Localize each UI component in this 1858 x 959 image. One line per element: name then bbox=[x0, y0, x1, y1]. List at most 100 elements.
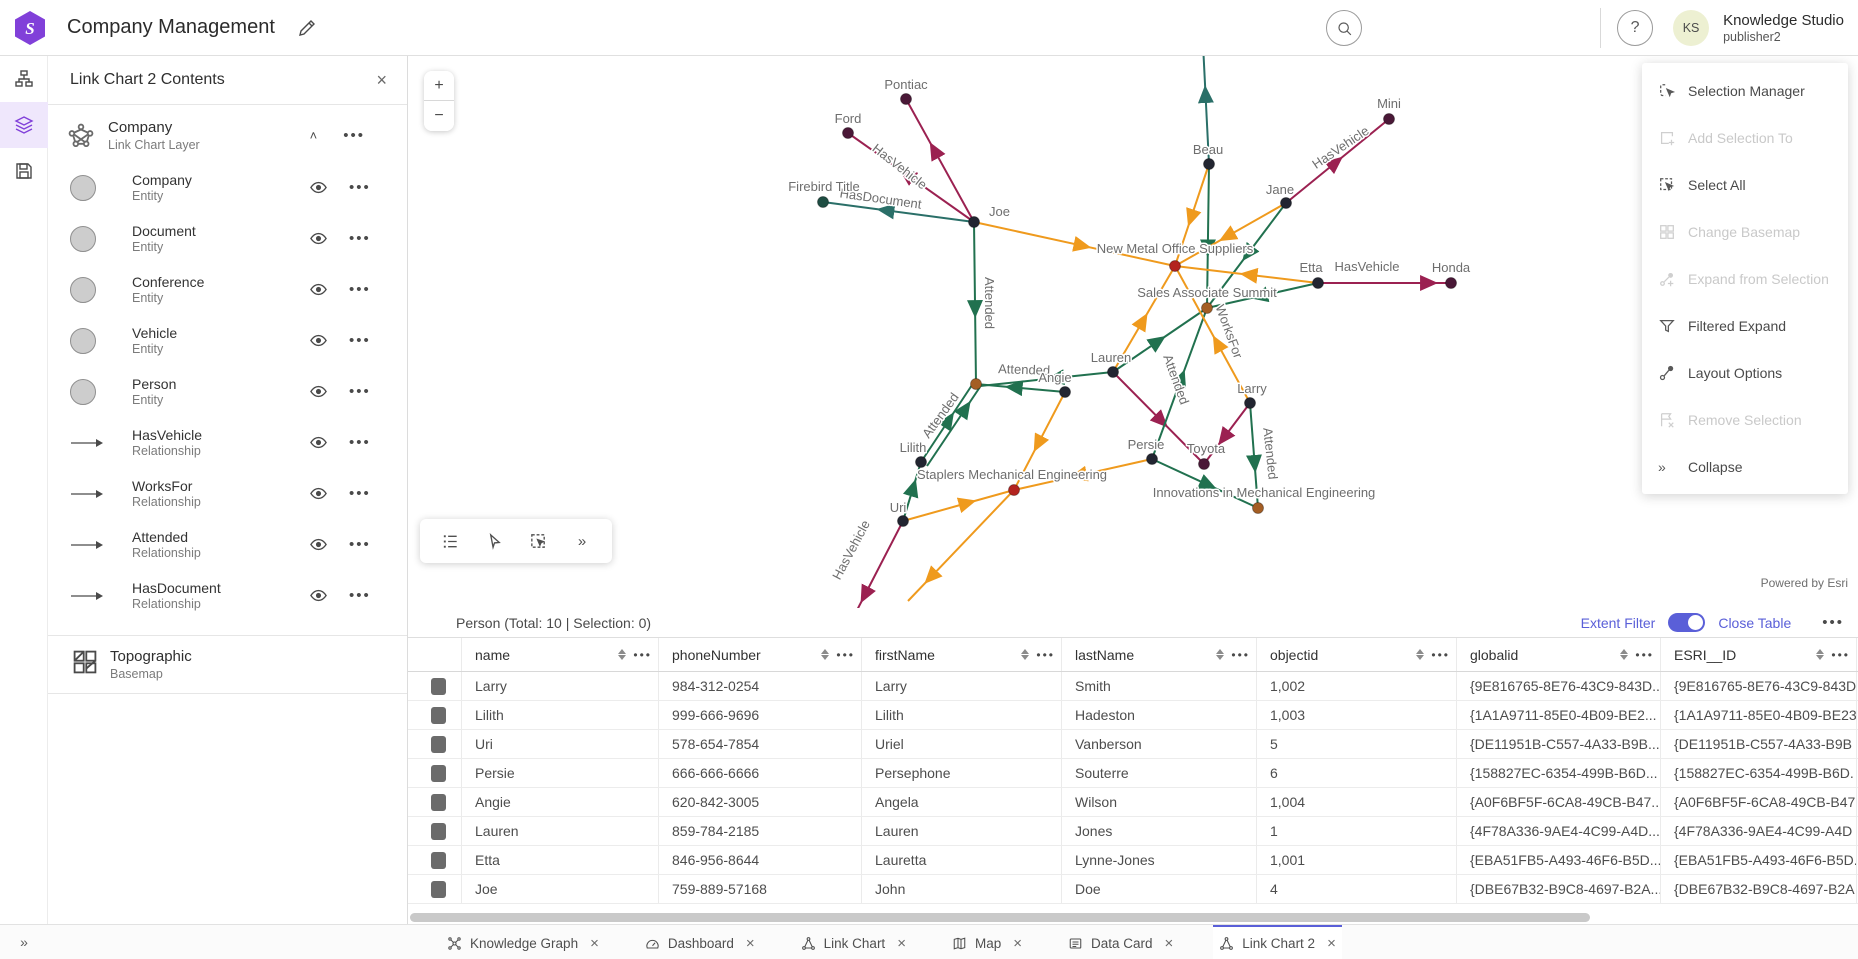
node-conference[interactable] bbox=[970, 378, 982, 390]
layer-menu-button[interactable]: ••• bbox=[349, 383, 371, 400]
edge-worksfor[interactable] bbox=[1174, 265, 1319, 284]
tab-close-button[interactable]: × bbox=[1164, 934, 1174, 952]
sort-icon[interactable] bbox=[1416, 649, 1425, 660]
edge-attended[interactable] bbox=[926, 386, 981, 467]
tab-close-button[interactable]: × bbox=[590, 934, 599, 952]
node-innovations-in-mechanical-engineering[interactable] bbox=[1252, 502, 1264, 514]
zoom-out-button[interactable]: − bbox=[424, 101, 454, 131]
node-lauren[interactable] bbox=[1107, 366, 1119, 378]
node-toyota[interactable] bbox=[1198, 458, 1210, 470]
column-header-firstName[interactable]: firstName ••• bbox=[862, 638, 1062, 671]
node-mini[interactable] bbox=[1383, 113, 1395, 125]
layer-row-conference[interactable]: Conference Entity ••• bbox=[48, 264, 407, 315]
layer-menu-button[interactable]: ••• bbox=[349, 179, 371, 196]
node-jane[interactable] bbox=[1280, 197, 1292, 209]
link-chart-canvas[interactable]: HasVehicle HasDocument Attended Attended Att… bbox=[408, 56, 1858, 608]
sort-icon[interactable] bbox=[1216, 649, 1225, 660]
layer-group-menu-button[interactable]: ••• bbox=[343, 127, 365, 144]
visibility-eye-icon[interactable] bbox=[309, 535, 349, 554]
menu-item-selection-manager[interactable]: Selection Manager bbox=[1642, 67, 1848, 114]
edge-worksfor[interactable] bbox=[1013, 458, 1153, 491]
column-header-ESRI__ID[interactable]: ESRI__ID ••• bbox=[1661, 638, 1857, 671]
visibility-eye-icon[interactable] bbox=[309, 280, 349, 299]
toolbar-chevrons-right-icon[interactable]: » bbox=[577, 532, 587, 550]
menu-item-collapse[interactable]: » Collapse bbox=[1642, 443, 1848, 490]
row-checkbox[interactable] bbox=[408, 672, 462, 700]
extent-filter-toggle[interactable] bbox=[1668, 613, 1706, 632]
help-button[interactable]: ? bbox=[1617, 10, 1654, 46]
edge-worksfor[interactable] bbox=[1174, 265, 1251, 404]
edge-worksfor[interactable] bbox=[902, 489, 1015, 522]
column-header-phoneNumber[interactable]: phoneNumber ••• bbox=[659, 638, 862, 671]
avatar[interactable]: KS bbox=[1673, 10, 1710, 46]
node-staplers-mechanical-engineering[interactable] bbox=[1008, 484, 1020, 496]
column-menu-button[interactable]: ••• bbox=[633, 647, 652, 662]
edge-worksfor[interactable] bbox=[1174, 163, 1210, 267]
collapse-rail-button[interactable]: » bbox=[20, 934, 28, 950]
tab-link-chart-2[interactable]: Link Chart 2 × bbox=[1213, 925, 1342, 959]
visibility-eye-icon[interactable] bbox=[309, 229, 349, 248]
edge-worksfor[interactable] bbox=[1112, 265, 1176, 373]
visibility-eye-icon[interactable] bbox=[309, 433, 349, 452]
layer-row-person[interactable]: Person Entity ••• bbox=[48, 366, 407, 417]
table-row[interactable]: Lilith 999-666-9696 Lilith Hadeston 1,003 {1A… bbox=[408, 701, 1858, 730]
layer-row-worksfor[interactable]: WorksFor Relationship ••• bbox=[48, 468, 407, 519]
column-header-lastName[interactable]: lastName ••• bbox=[1062, 638, 1257, 671]
visibility-eye-icon[interactable] bbox=[309, 382, 349, 401]
edge-worksfor[interactable] bbox=[1174, 202, 1287, 267]
visibility-eye-icon[interactable] bbox=[309, 331, 349, 350]
edge-worksfor[interactable] bbox=[973, 221, 1176, 267]
table-row[interactable]: Persie 666-666-6666 Persephone Souterre 6 {15… bbox=[408, 759, 1858, 788]
edge-hasvehicle[interactable] bbox=[1203, 402, 1251, 465]
edge-attended[interactable] bbox=[1206, 282, 1319, 309]
menu-item-select-all[interactable]: Select All bbox=[1642, 161, 1848, 208]
edit-title-button[interactable] bbox=[297, 18, 317, 38]
tab-close-button[interactable]: × bbox=[1013, 934, 1022, 952]
tab-close-button[interactable]: × bbox=[1327, 934, 1336, 952]
edge-hasdocument[interactable] bbox=[822, 201, 975, 223]
extent-filter-label[interactable]: Extent Filter bbox=[1580, 614, 1656, 631]
rail-item-tree[interactable] bbox=[0, 56, 48, 102]
node-sales-associate-summit[interactable] bbox=[1201, 302, 1213, 314]
node-uri[interactable] bbox=[897, 515, 909, 527]
column-menu-button[interactable]: ••• bbox=[836, 647, 855, 662]
edge-worksfor[interactable] bbox=[907, 489, 1015, 602]
rail-item-layers[interactable] bbox=[0, 102, 48, 148]
sort-icon[interactable] bbox=[618, 649, 627, 660]
edge-attended[interactable] bbox=[1206, 202, 1287, 309]
row-checkbox[interactable] bbox=[408, 817, 462, 845]
layer-row-document[interactable]: Document Entity ••• bbox=[48, 213, 407, 264]
layer-group-row[interactable]: Company Link Chart Layer ˄︎ ••• bbox=[48, 105, 407, 162]
node-larry[interactable] bbox=[1244, 397, 1256, 409]
menu-item-layout-options[interactable]: Layout Options bbox=[1642, 349, 1848, 396]
layer-row-vehicle[interactable]: Vehicle Entity ••• bbox=[48, 315, 407, 366]
row-checkbox[interactable] bbox=[408, 846, 462, 874]
row-checkbox[interactable] bbox=[408, 701, 462, 729]
edge-hasvehicle[interactable] bbox=[854, 520, 904, 608]
collapse-group-button[interactable]: ˄︎ bbox=[309, 128, 318, 143]
table-row[interactable]: Larry 984-312-0254 Larry Smith 1,002 {9E81676… bbox=[408, 672, 1858, 701]
edge-worksfor[interactable] bbox=[1013, 391, 1066, 491]
node-lilith[interactable] bbox=[915, 456, 927, 468]
column-menu-button[interactable]: ••• bbox=[1231, 647, 1250, 662]
table-row[interactable]: Uri 578-654-7854 Uriel Vanberson 5 {DE11951B-… bbox=[408, 730, 1858, 759]
layer-menu-button[interactable]: ••• bbox=[349, 230, 371, 247]
table-row[interactable]: Joe 759-889-57168 John Doe 4 {DBE67B32-B9C8-4… bbox=[408, 875, 1858, 904]
search-button[interactable] bbox=[1326, 10, 1363, 46]
sort-icon[interactable] bbox=[1816, 649, 1825, 660]
edge-hasvehicle[interactable] bbox=[1285, 118, 1390, 204]
node-persie[interactable] bbox=[1146, 453, 1158, 465]
zoom-in-button[interactable]: + bbox=[424, 71, 454, 101]
tab-link-chart[interactable]: Link Chart × bbox=[795, 925, 912, 959]
edge-attended[interactable] bbox=[1112, 307, 1208, 373]
visibility-eye-icon[interactable] bbox=[309, 484, 349, 503]
toolbar-list-icon[interactable] bbox=[428, 519, 472, 563]
edge-hasvehicle[interactable] bbox=[847, 132, 975, 223]
edge-attended[interactable] bbox=[966, 221, 983, 385]
close-panel-button[interactable]: × bbox=[376, 70, 387, 90]
table-options-menu-button[interactable]: ••• bbox=[1822, 614, 1844, 631]
node-etta[interactable] bbox=[1312, 277, 1324, 289]
tab-close-button[interactable]: × bbox=[897, 934, 906, 952]
table-row[interactable]: Angie 620-842-3005 Angela Wilson 1,004 {A0F6B… bbox=[408, 788, 1858, 817]
toolbar-marquee-select-icon[interactable] bbox=[516, 519, 560, 563]
